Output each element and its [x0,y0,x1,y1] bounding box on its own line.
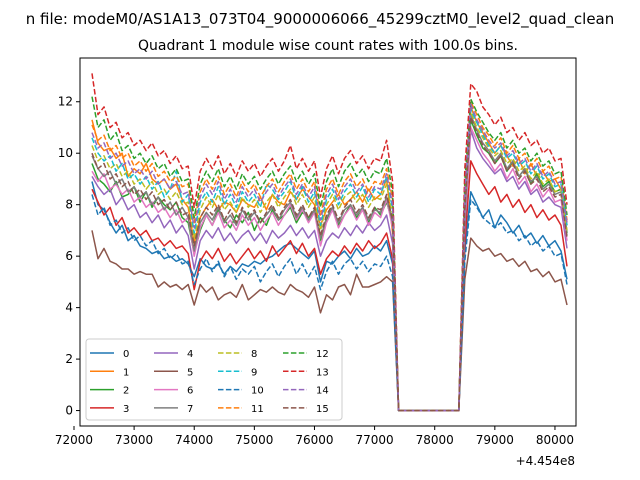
x-tick-label: 79000 [476,433,514,447]
legend-label-13: 13 [316,367,329,378]
legend-label-1: 1 [123,367,129,378]
legend-label-3: 3 [123,404,129,415]
x-axis-offset-label: +4.454e8 [516,454,575,468]
y-tick-label: 6 [65,249,73,263]
series-line-7 [91,113,568,412]
x-tick-label: 78000 [416,433,454,447]
series-line-11 [91,100,568,412]
x-tick-label: 80000 [536,433,574,447]
series-line-10 [91,194,568,412]
series-line-15 [91,116,568,412]
series-lines [91,73,568,412]
chart-title: Quadrant 1 module wise count rates with … [138,38,518,54]
y-tick-label: 4 [65,301,73,315]
x-axis: 72000 73000 74000 75000 76000 77000 78000 79000… [55,426,574,447]
x-tick-label: 76000 [295,433,333,447]
figure-suptitle: n file: modeM0/AS1A13_073T04_9000006066_… [26,10,615,29]
legend-label-10: 10 [251,386,264,397]
legend-label-2: 2 [123,386,129,397]
legend-label-15: 15 [316,404,329,415]
series-line-14 [91,103,568,412]
x-tick-label: 77000 [356,433,394,447]
legend-box [85,338,343,421]
legend-label-12: 12 [316,349,329,360]
legend-label-8: 8 [251,349,257,360]
y-axis: 0 2 4 6 8 10 12 [58,95,80,418]
series-line-3 [91,160,568,412]
series-line-12 [91,96,568,412]
legend-label-5: 5 [187,367,193,378]
legend-label-11: 11 [251,404,264,415]
series-line-13 [91,73,568,412]
y-tick-label: 2 [65,352,73,366]
series-line-6 [91,126,568,412]
legend-label-14: 14 [316,386,329,397]
series-line-4 [91,129,568,412]
series-line-9 [91,108,568,412]
legend-label-0: 0 [123,349,129,360]
y-tick-label: 8 [65,198,73,212]
series-line-5 [91,230,568,412]
x-tick-label: 73000 [115,433,153,447]
plot-frame [79,57,577,427]
legend-label-4: 4 [187,349,193,360]
y-tick-label: 10 [58,146,73,160]
legend-label-9: 9 [251,367,257,378]
x-tick-label: 75000 [235,433,273,447]
series-line-8 [91,111,568,412]
y-tick-label: 0 [65,404,73,418]
legend-label-7: 7 [187,404,193,415]
legend-label-6: 6 [187,386,193,397]
x-tick-label: 74000 [175,433,213,447]
y-tick-label: 12 [58,95,73,109]
x-tick-label: 72000 [55,433,93,447]
